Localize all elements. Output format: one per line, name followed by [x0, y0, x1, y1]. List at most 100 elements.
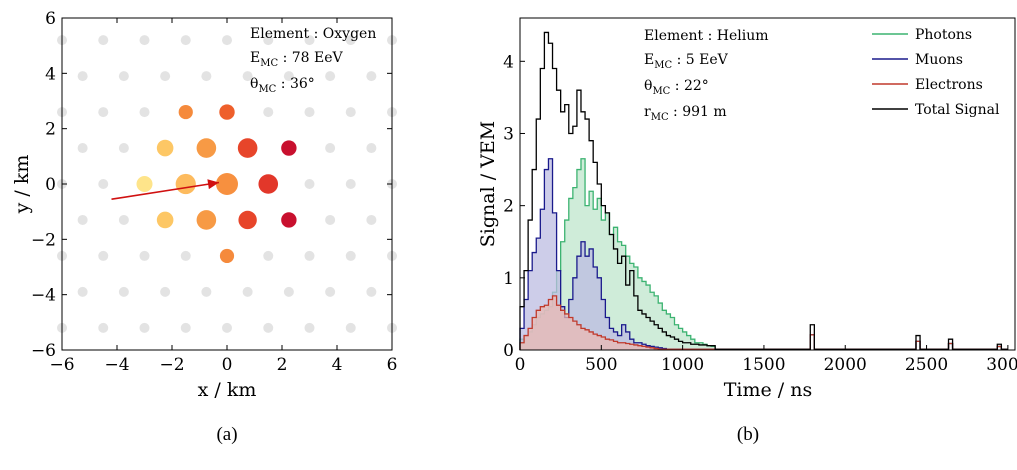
background-station — [222, 35, 232, 46]
background-station — [180, 35, 191, 46]
triggered-station — [258, 174, 279, 194]
x-tick-label: 1500 — [742, 355, 785, 375]
background-station — [345, 322, 356, 333]
triggered-station — [281, 140, 297, 156]
background-station — [304, 107, 315, 118]
background-station — [263, 35, 274, 46]
background-station — [325, 143, 336, 154]
background-station — [118, 71, 129, 82]
background-station — [263, 250, 274, 261]
y-tick-label: 3 — [503, 124, 514, 144]
background-station — [304, 322, 315, 333]
background-station — [366, 71, 377, 82]
y-tick-label: 0 — [503, 341, 514, 361]
info-energy: EMC : 78 EeV — [250, 50, 344, 69]
background-station — [77, 214, 88, 225]
legend-label: Photons — [915, 27, 972, 43]
y-tick-label: 6 — [45, 9, 56, 29]
background-station — [77, 71, 88, 82]
background-station — [118, 143, 129, 154]
background-station — [98, 322, 109, 333]
triggered-station — [196, 138, 217, 158]
background-station — [98, 250, 109, 261]
y-tick-label: 4 — [45, 64, 56, 84]
background-station — [304, 35, 315, 46]
y-tick-label: 0 — [45, 175, 56, 195]
background-station — [201, 71, 212, 82]
background-station — [325, 286, 336, 297]
arrow-shaft — [111, 181, 220, 201]
legend: Photons Muons Electrons Total Signal — [872, 27, 1000, 118]
triggered-station — [196, 210, 217, 230]
triggered-station — [281, 212, 297, 228]
background-station — [77, 286, 88, 297]
background-station — [283, 286, 294, 297]
triggered-station — [237, 138, 258, 158]
background-station — [139, 322, 150, 333]
background-station — [160, 71, 171, 82]
background-station — [98, 107, 109, 118]
background-station — [345, 107, 356, 118]
background-station — [222, 322, 232, 333]
triggered-station — [238, 210, 257, 230]
background-station — [345, 179, 356, 189]
triggered-station — [216, 173, 238, 195]
triggered-station — [156, 211, 174, 229]
y-tick-label: −6 — [31, 341, 56, 361]
background-station — [98, 179, 109, 189]
arrow-head — [207, 179, 219, 190]
x-tick-label: −2 — [159, 355, 184, 375]
background-station — [118, 214, 129, 225]
x-tick-label: 1000 — [661, 355, 704, 375]
y-axis-label-a: y / km — [11, 155, 33, 215]
background-station — [242, 71, 253, 82]
info-energy: EMC : 5 EeV — [644, 52, 729, 71]
y-axis-label-b: Signal / VEM — [477, 121, 499, 247]
background-station — [263, 107, 274, 118]
legend-label: Electrons — [915, 77, 983, 93]
panel-b: 05001000150020002500300001234 Time / ns … — [477, 17, 1017, 445]
triggered-station — [219, 248, 235, 264]
y-tick-label: 4 — [503, 52, 514, 72]
background-station — [139, 35, 150, 46]
info-theta: θMC : 36° — [250, 76, 315, 95]
ticks-a: −6 −4 −2 0 2 4 6 −6 −4 −2 0 2 4 6 — [31, 9, 397, 375]
x-axis-label-b: Time / ns — [724, 379, 812, 401]
info-box-b: Element : Helium EMC : 5 EeV θMC : 22° rMC … — [644, 28, 769, 123]
background-station — [304, 250, 315, 261]
x-tick-label: −6 — [49, 355, 74, 375]
background-station — [98, 35, 109, 46]
x-tick-label: 0 — [515, 355, 526, 375]
info-element: Element : Helium — [644, 28, 769, 44]
x-tick-label: −4 — [104, 355, 129, 375]
x-tick-label: 500 — [585, 355, 617, 375]
triggered-stations — [136, 104, 297, 264]
triggered-station — [156, 139, 174, 157]
plot-frame-b — [519, 17, 1016, 351]
background-station — [201, 286, 212, 297]
info-box-a: Element : Oxygen EMC : 78 EeV θMC : 36° — [250, 26, 376, 95]
x-tick-label: 6 — [387, 355, 398, 375]
y-tick-label: 1 — [503, 269, 514, 289]
series-area — [520, 295, 659, 350]
panel-a: −6 −4 −2 0 2 4 6 −6 −4 −2 0 2 4 6 x / km y / km Eleme… — [11, 9, 397, 445]
x-tick-label: 2000 — [824, 355, 867, 375]
x-tick-label: 2 — [277, 355, 288, 375]
background-station — [180, 322, 191, 333]
triggered-station — [219, 104, 235, 120]
background-station — [283, 71, 294, 82]
x-tick-label: 0 — [222, 355, 233, 375]
panel-caption-b: (b) — [737, 424, 759, 445]
background-station — [366, 214, 377, 225]
x-tick-label: 4 — [332, 355, 343, 375]
background-station — [139, 250, 150, 261]
background-station — [118, 286, 129, 297]
background-station — [160, 286, 171, 297]
background-station — [366, 286, 377, 297]
info-theta: θMC : 22° — [644, 78, 709, 97]
legend-label: Total Signal — [915, 102, 1000, 118]
background-station — [77, 143, 88, 154]
